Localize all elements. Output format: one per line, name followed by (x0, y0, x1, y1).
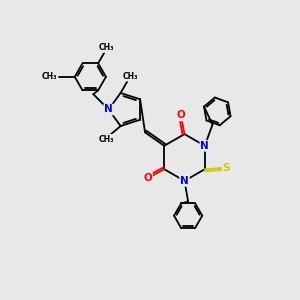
Text: O: O (143, 173, 152, 183)
Text: CH₃: CH₃ (41, 72, 57, 81)
Text: O: O (176, 110, 185, 121)
Text: CH₃: CH₃ (99, 43, 115, 52)
Text: N: N (104, 104, 113, 115)
Text: N: N (180, 176, 189, 186)
Text: S: S (223, 163, 230, 173)
Text: CH₃: CH₃ (123, 72, 138, 81)
Text: CH₃: CH₃ (99, 135, 114, 144)
Text: N: N (200, 141, 209, 151)
